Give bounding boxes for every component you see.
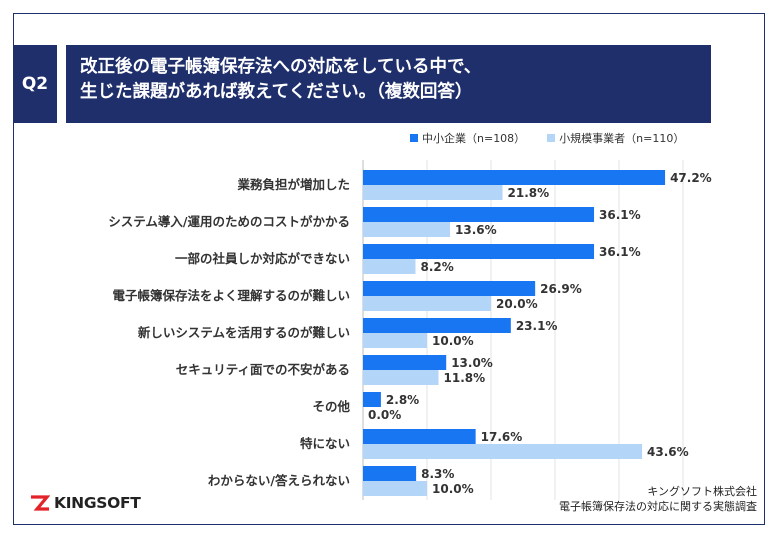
category-label: 新しいシステムを活用するのが難しい <box>138 325 350 340</box>
data-label-series-1: 2.8% <box>386 393 419 407</box>
kingsoft-logo: KINGSOFT <box>30 494 141 512</box>
bar-series-1 <box>363 281 536 296</box>
bar-series-2 <box>363 259 416 274</box>
data-label-series-1: 23.1% <box>516 319 558 333</box>
data-label-series-2: 21.8% <box>508 186 550 200</box>
category-label: 一部の社員しか対応ができない <box>175 251 350 266</box>
legend-label-series-1: 中小企業（n=108） <box>422 132 526 145</box>
bar-series-1 <box>363 318 511 333</box>
bar-series-1 <box>363 355 447 370</box>
category-label: 特にない <box>300 436 350 451</box>
bar-series-2 <box>363 185 503 200</box>
data-label-series-2: 11.8% <box>444 371 486 385</box>
data-label-series-1: 8.3% <box>421 467 454 481</box>
data-label-series-2: 10.0% <box>432 482 474 496</box>
data-label-series-1: 47.2% <box>670 171 712 185</box>
legend-label-series-2: 小規模事業者（n=110） <box>559 132 685 145</box>
data-label-series-1: 26.9% <box>540 282 582 296</box>
bar-series-2 <box>363 370 439 385</box>
chart-legend: 中小企業（n=108） 小規模事業者（n=110） <box>410 130 684 146</box>
legend-item-series-1: 中小企業（n=108） <box>410 130 525 146</box>
bar-series-2 <box>363 333 427 348</box>
kingsoft-logo-mark-icon <box>31 495 50 511</box>
legend-swatch-series-1 <box>410 134 418 142</box>
title-line-2: 生じた課題があれば教えてください。（複数回答） <box>80 82 473 102</box>
category-label: わからない/答えられない <box>208 473 350 488</box>
question-badge: Q2 <box>13 45 57 123</box>
category-label: システム導入/運用のためのコストがかかる <box>108 214 350 229</box>
question-label: Q2 <box>21 74 49 94</box>
logo-text: KINGSOFT <box>54 494 141 512</box>
data-label-series-2: 10.0% <box>432 334 474 348</box>
bar-series-1 <box>363 392 381 407</box>
data-label-series-1: 36.1% <box>599 208 641 222</box>
category-label: 電子帳簿保存法をよく理解するのが難しい <box>112 288 350 303</box>
footer-survey: 電子帳簿保存法の対応に関する実態調査 <box>559 500 757 513</box>
footer-company: キングソフト株式会社 <box>647 485 757 498</box>
bar-series-1 <box>363 170 666 185</box>
data-label-series-2: 8.2% <box>420 260 453 274</box>
bar-series-1 <box>363 207 595 222</box>
bar-series-2 <box>363 444 643 459</box>
bar-series-1 <box>363 429 476 444</box>
data-label-series-2: 0.0% <box>368 408 401 422</box>
data-label-series-2: 13.6% <box>455 223 497 237</box>
data-label-series-2: 43.6% <box>647 445 689 459</box>
title-bar: 改正後の電子帳簿保存法への対応をしている中で、 生じた課題があれば教えてください… <box>66 45 711 123</box>
category-label: その他 <box>312 399 350 414</box>
category-label: セキュリティ面での不安がある <box>176 362 350 377</box>
footer-note: キングソフト株式会社 電子帳簿保存法の対応に関する実態調査 <box>559 484 757 514</box>
data-label-series-1: 36.1% <box>599 245 641 259</box>
bar-series-1 <box>363 244 595 259</box>
bar-series-2 <box>363 222 451 237</box>
legend-swatch-series-2 <box>547 134 556 142</box>
legend-item-series-2: 小規模事業者（n=110） <box>547 130 684 146</box>
slide-frame <box>13 13 765 525</box>
data-label-series-2: 20.0% <box>496 297 538 311</box>
title-line-1: 改正後の電子帳簿保存法への対応をしている中で、 <box>80 57 482 77</box>
data-label-series-1: 17.6% <box>481 430 523 444</box>
bar-series-2 <box>363 481 427 496</box>
bar-series-1 <box>363 466 417 481</box>
category-label: 業務負担が増加した <box>236 177 350 192</box>
data-label-series-1: 13.0% <box>451 356 493 370</box>
bar-series-2 <box>363 296 491 311</box>
